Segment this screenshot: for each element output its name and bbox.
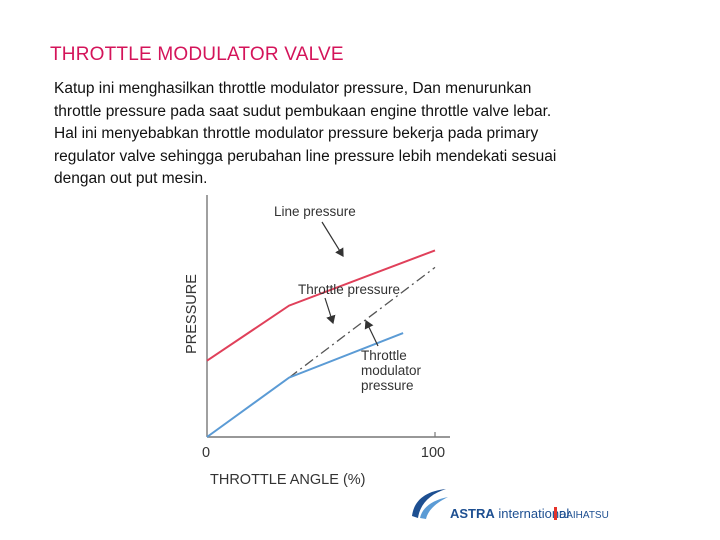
annotation-arrow-1 bbox=[324, 297, 336, 325]
slide-title: THROTTLE MODULATOR VALVE bbox=[50, 44, 344, 65]
annotation-arrow-0 bbox=[321, 221, 344, 258]
annotation-label-1-line-0: Throttle pressure bbox=[298, 282, 400, 297]
astra-daihatsu-logo: ASTRA international DAIHATSU bbox=[406, 488, 616, 524]
astra-swoosh-icon: ASTRA international DAIHATSU bbox=[412, 489, 609, 521]
annotation-label-2-line-1: modulator bbox=[361, 363, 422, 378]
logo-international-text: international bbox=[495, 506, 570, 521]
y-axis-title: PRESSURE bbox=[184, 274, 200, 354]
svg-text:ASTRA international: ASTRA international bbox=[450, 506, 569, 521]
body-line: regulator valve sehingga perubahan line … bbox=[54, 147, 557, 165]
series-line-2 bbox=[206, 332, 404, 438]
slide-body: Katup ini menghasilkan throttle modulato… bbox=[54, 78, 664, 191]
logo-divider bbox=[554, 507, 557, 520]
body-line: throttle pressure pada saat sudut pembuk… bbox=[54, 102, 552, 120]
annotation-label-2-line-2: pressure bbox=[361, 378, 414, 393]
logo-daihatsu-text: DAIHATSU bbox=[559, 510, 609, 521]
x-tick-label-0: 0 bbox=[202, 445, 210, 461]
body-line: dengan out put mesin. bbox=[54, 170, 208, 187]
chart-axes bbox=[206, 195, 450, 438]
annotation-label-0-line-0: Line pressure bbox=[274, 204, 356, 219]
body-line: Katup ini menghasilkan throttle modulato… bbox=[54, 80, 532, 97]
chart-annotations: Line pressure Throttle pressure Throttlemo… bbox=[274, 204, 422, 393]
body-line: Hal ini menyebabkan throttle modulator p… bbox=[54, 125, 539, 142]
logo-astra-text: ASTRA bbox=[450, 506, 495, 521]
series-line-0 bbox=[206, 249, 436, 362]
chart-series-layer bbox=[206, 249, 436, 438]
x-tick-label-100: 100 bbox=[421, 445, 445, 461]
annotation-arrow-2 bbox=[364, 319, 379, 347]
x-axis-title: THROTTLE ANGLE (%) bbox=[210, 472, 366, 488]
annotation-label-2-line-0: Throttle bbox=[361, 348, 407, 363]
